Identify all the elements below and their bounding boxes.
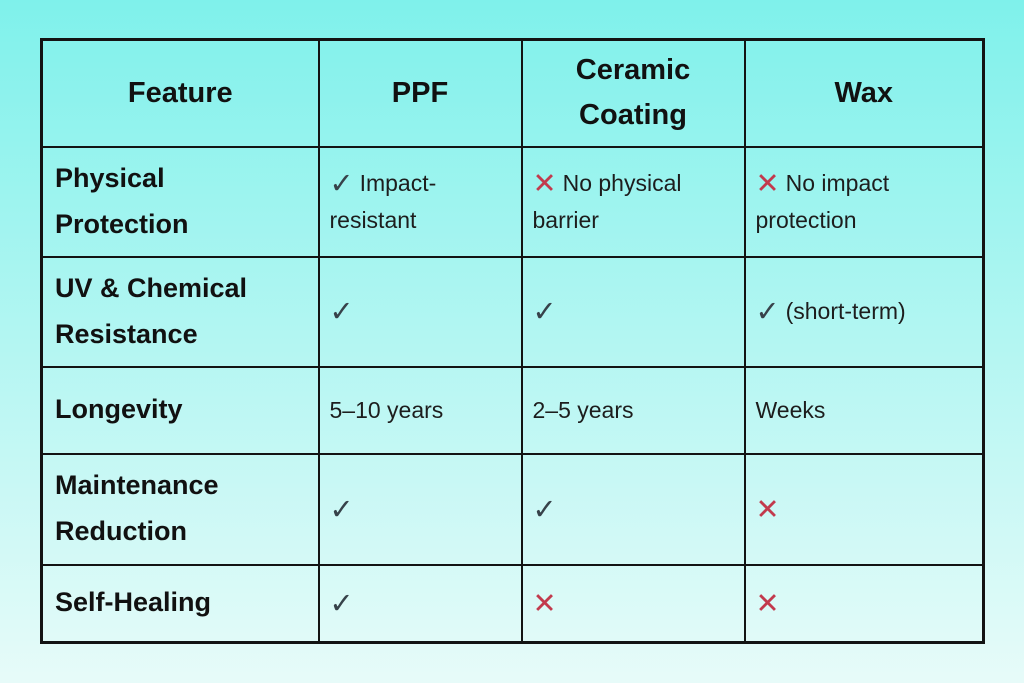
value-cell: ✕ No physical barrier [520,145,746,258]
value-cell: Weeks [743,365,985,455]
check-icon: ✓ [329,167,354,200]
check-icon: ✓ [329,296,354,329]
column-header-ppf: PPF [317,38,523,148]
column-header-ceramic-coating: Ceramic Coating [520,38,746,148]
check-icon: ✓ [532,296,557,329]
value-cell: ✕ [743,563,985,644]
cell-text: Weeks [755,396,826,423]
value-cell: ✓ Impact-resistant [317,145,523,258]
column-header-feature: Feature [40,38,320,148]
cross-icon: ✕ [532,167,557,200]
table-row-physical-protection: Physical Protection ✓ Impact-resistant ✕ N… [40,145,985,258]
value-cell: ✕ No impact protection [743,145,985,258]
table-row-uv-chemical-resistance: UV & Chemical Resistance ✓ ✓ ✓ (short-ter… [40,255,985,368]
check-icon: ✓ [532,493,557,526]
cell-text: 2–5 years [532,396,634,423]
value-cell: ✓ [317,255,523,368]
value-cell: ✕ [520,563,746,644]
cell-text: 5–10 years [329,396,444,423]
feature-label: Longevity [40,365,320,455]
value-cell: ✓ [317,563,523,644]
feature-label: UV & Chemical Resistance [40,255,320,368]
value-cell: 5–10 years [317,365,523,455]
cell-text: No physical barrier [532,169,682,233]
cross-icon: ✕ [755,167,780,200]
check-icon: ✓ [329,493,354,526]
feature-label: Maintenance Reduction [40,452,320,566]
cross-icon: ✕ [532,587,557,620]
column-header-wax: Wax [743,38,985,148]
table-row-self-healing: Self-Healing ✓ ✕ ✕ [40,563,985,644]
comparison-table: Feature PPF Ceramic Coating Wax Physical… [40,38,985,644]
value-cell: ✓ [520,255,746,368]
value-cell: ✓ (short-term) [743,255,985,368]
header-row: Feature PPF Ceramic Coating Wax [40,38,985,148]
cell-text: Impact-resistant [329,169,437,233]
table-row-longevity: Longevity 5–10 years 2–5 years Weeks [40,365,985,455]
value-cell: ✓ [317,452,523,566]
table-row-maintenance-reduction: Maintenance Reduction ✓ ✓ ✕ [40,452,985,566]
feature-label: Physical Protection [40,145,320,258]
cell-text: No impact protection [755,169,890,233]
value-cell: ✓ [520,452,746,566]
value-cell: 2–5 years [520,365,746,455]
cross-icon: ✕ [755,493,780,526]
value-cell: ✕ [743,452,985,566]
check-icon: ✓ [329,587,354,620]
check-icon: ✓ [755,296,780,329]
cell-text: (short-term) [785,298,906,325]
feature-label: Self-Healing [40,563,320,644]
cross-icon: ✕ [755,587,780,620]
